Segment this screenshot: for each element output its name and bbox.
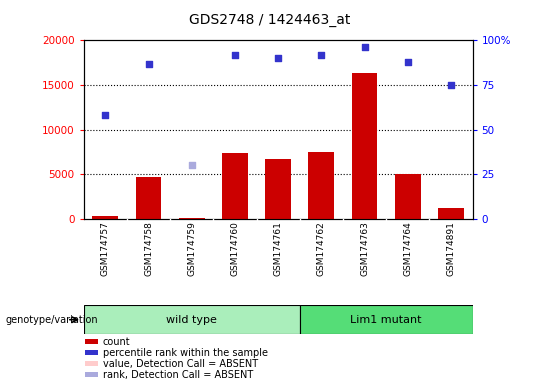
Bar [438,208,464,219]
Text: genotype/variation: genotype/variation [5,314,98,325]
Bar [136,177,161,219]
Text: GSM174762: GSM174762 [317,222,326,276]
Bar [84,305,300,334]
Bar [395,174,421,219]
Text: wild type: wild type [166,314,217,325]
Point [447,82,455,88]
Text: percentile rank within the sample: percentile rank within the sample [103,348,268,358]
Bar [265,159,291,219]
Point [360,45,369,51]
Text: GSM174760: GSM174760 [231,222,239,276]
Text: Lim1 mutant: Lim1 mutant [350,314,422,325]
Bar [85,350,98,355]
Point [274,55,282,61]
Text: GSM174763: GSM174763 [360,222,369,276]
Bar [308,152,334,219]
Bar [222,153,248,219]
Point [101,112,110,118]
Bar [85,339,98,344]
Point [187,162,196,169]
Bar [300,305,472,334]
Text: rank, Detection Call = ABSENT: rank, Detection Call = ABSENT [103,370,253,380]
Bar [92,216,118,219]
Text: GDS2748 / 1424463_at: GDS2748 / 1424463_at [190,13,350,27]
Text: GSM174758: GSM174758 [144,222,153,276]
Text: GSM174764: GSM174764 [403,222,412,276]
Point [144,60,153,66]
Text: GSM174757: GSM174757 [101,222,110,276]
Bar [85,361,98,366]
Text: GSM174891: GSM174891 [447,222,455,276]
Bar [85,372,98,377]
Point [403,59,412,65]
Bar [352,73,377,219]
Text: GSM174759: GSM174759 [187,222,196,276]
Bar [179,218,205,219]
Point [317,51,326,58]
Text: GSM174761: GSM174761 [274,222,282,276]
Text: value, Detection Call = ABSENT: value, Detection Call = ABSENT [103,359,258,369]
Text: count: count [103,336,131,346]
Point [231,51,239,58]
